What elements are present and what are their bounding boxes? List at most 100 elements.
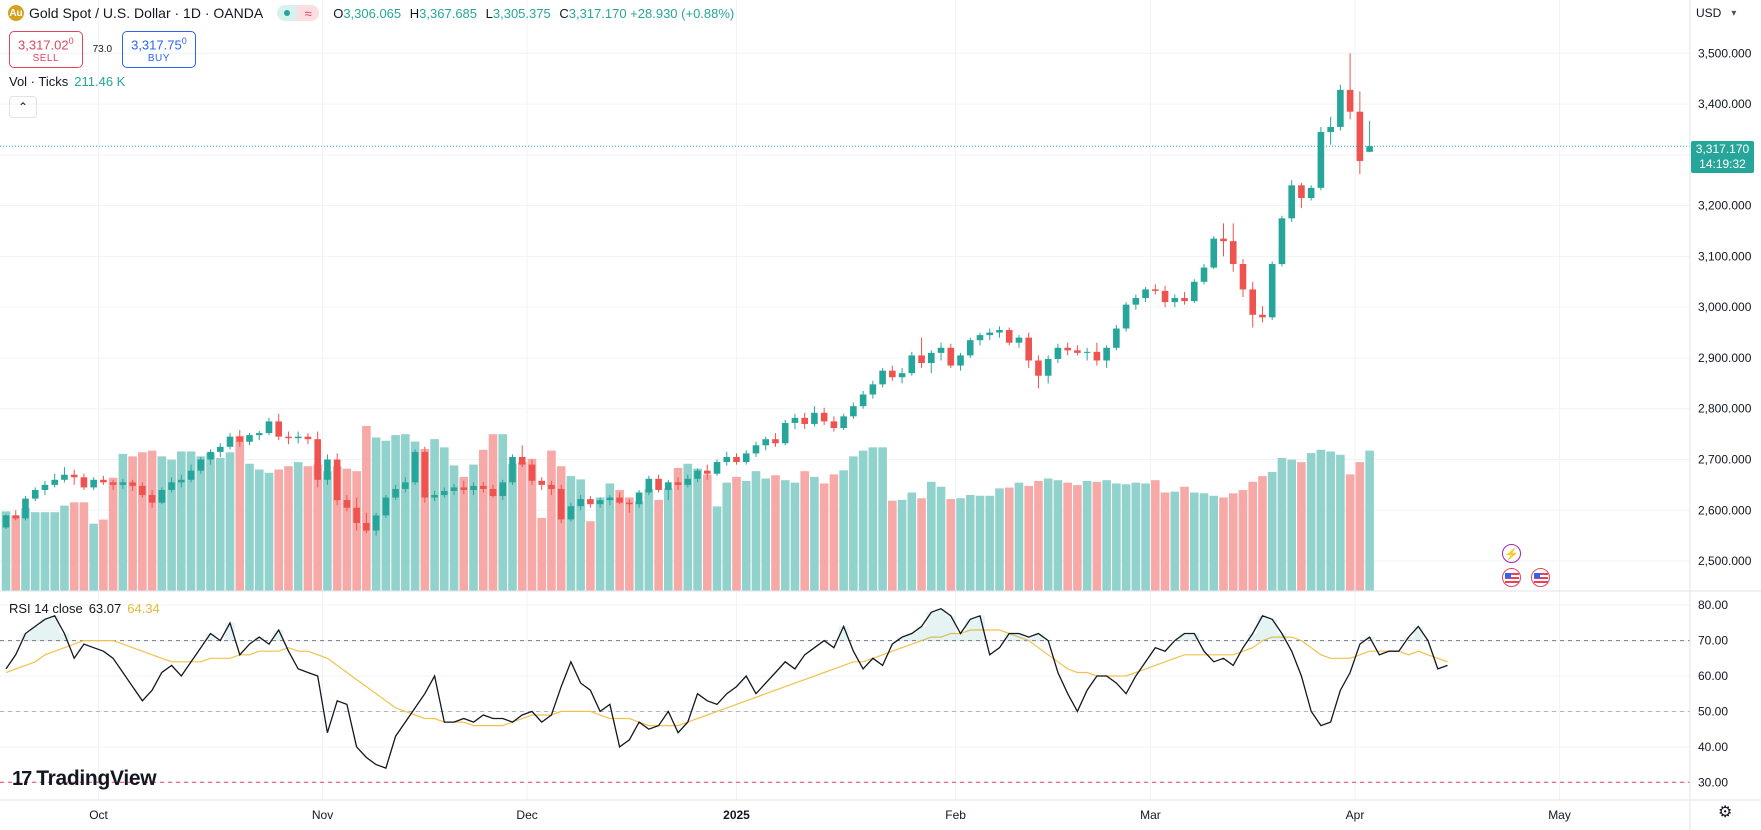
rsi-overbought-fill (906, 633, 917, 641)
price-tick-label: 2,600.000 (1698, 503, 1752, 517)
volume-bar (547, 450, 556, 591)
candle-body (148, 495, 156, 503)
rsi-tick-label: 70.00 (1698, 634, 1728, 648)
volume-bar (839, 470, 848, 591)
rsi-overbought-fill (1033, 633, 1044, 641)
candle-body (616, 497, 623, 503)
candle-body (830, 421, 838, 429)
candle-body (840, 416, 847, 429)
buy-button[interactable]: 3,317.750 BUY (122, 31, 196, 69)
volume-bar (810, 476, 819, 591)
gear-icon[interactable]: ⚙ (1718, 804, 1733, 821)
candle-body (216, 446, 224, 452)
rsi-overbought-fill (1413, 626, 1424, 641)
volume-bar (1112, 483, 1121, 591)
candle-body (606, 497, 614, 501)
volume-bar (1189, 492, 1199, 591)
spread-value: 73.0 (92, 44, 113, 56)
us-flag-icon[interactable] (1531, 568, 1550, 587)
candle-body (879, 370, 886, 385)
candle-body (499, 482, 507, 497)
volume-bar (712, 506, 722, 591)
rsi-overbought-fill (1189, 633, 1200, 641)
candle-body (363, 522, 370, 531)
candle-body (265, 421, 273, 434)
volume-bar (556, 466, 566, 591)
tradingview-logo[interactable]: 17 TradingView (12, 767, 157, 791)
volume-bar (498, 434, 508, 591)
candle-body (1200, 267, 1208, 282)
lightning-icon[interactable]: ⚡ (1502, 544, 1521, 563)
candle-body (470, 485, 477, 490)
candle-body (255, 433, 263, 436)
tradingview-mark-icon: 17 (12, 767, 32, 790)
volume-bar (858, 450, 868, 591)
volume-bar (284, 466, 293, 591)
volume-bar (362, 426, 371, 591)
candle-body (353, 507, 360, 523)
candle-body (1239, 264, 1247, 290)
volume-bar (517, 462, 527, 591)
rsi-legend[interactable]: RSI 14 close 63.07 64.34 (9, 601, 160, 616)
volume-bar (664, 488, 673, 591)
candle-body (1307, 187, 1315, 199)
price-tick-label: 2,900.000 (1698, 351, 1752, 365)
volume-bar (761, 478, 771, 591)
volume-bar (313, 464, 322, 591)
candle-body (158, 489, 166, 503)
volume-legend[interactable]: Vol · Ticks 211.46 K (9, 74, 125, 89)
candle-body (421, 451, 429, 498)
volume-bar (128, 456, 137, 591)
volume-bar (946, 499, 956, 591)
volume-bar (527, 458, 537, 591)
rsi-ma-value: 64.34 (127, 601, 160, 616)
time-tick-label: May (1548, 808, 1571, 822)
candle-body (489, 488, 497, 497)
symbol-legend[interactable]: Au Gold Spot / U.S. Dollar · 1D · OANDA … (8, 5, 739, 21)
volume-bar (293, 462, 303, 591)
time-tick-label: 2025 (723, 808, 750, 822)
market-status[interactable]: ≈ (277, 5, 320, 21)
price-tick-label: 2,500.000 (1698, 554, 1752, 568)
volume-bar (1209, 495, 1219, 591)
candle-body (1083, 351, 1091, 353)
candle-body (450, 487, 458, 491)
candle-body (577, 499, 584, 507)
rsi-label: RSI 14 close (9, 601, 83, 616)
candle-body (976, 335, 984, 341)
candle-body (1113, 328, 1120, 348)
volume-bar (254, 469, 264, 591)
rsi-overbought-fill (40, 619, 50, 641)
high-key: H (409, 5, 420, 21)
volume-bar (965, 494, 975, 591)
candle-body (811, 412, 818, 424)
open-value: 3,306.065 (343, 5, 402, 21)
candle-body (314, 439, 321, 480)
currency-selector[interactable]: USD ▾ (1696, 6, 1736, 20)
volume-bar (177, 451, 186, 591)
time-tick-label: Apr (1346, 808, 1365, 822)
candle-body (1015, 337, 1023, 343)
low-key: L (485, 5, 493, 21)
volume-bar (1277, 458, 1287, 591)
candle-body (109, 482, 117, 485)
volume-bar (1287, 459, 1296, 591)
collapse-legend-button[interactable]: ⌃ (9, 96, 37, 118)
candle-body (294, 436, 302, 439)
candle-body (1249, 289, 1257, 315)
candle-body (703, 470, 711, 474)
candle-body (801, 417, 808, 424)
volume-bar (819, 483, 829, 591)
candle-body (187, 470, 195, 480)
candle-body (90, 479, 97, 488)
volume-bar (595, 497, 605, 591)
volume-bar (420, 448, 430, 591)
candle-body (1064, 347, 1071, 351)
rsi-overbought-fill (916, 626, 927, 641)
volume-bar (956, 498, 965, 591)
sell-button[interactable]: 3,317.020 SELL (9, 31, 83, 69)
volume-bar (1316, 449, 1326, 591)
us-flag-icon[interactable] (1502, 568, 1521, 587)
candle-body (197, 459, 205, 471)
